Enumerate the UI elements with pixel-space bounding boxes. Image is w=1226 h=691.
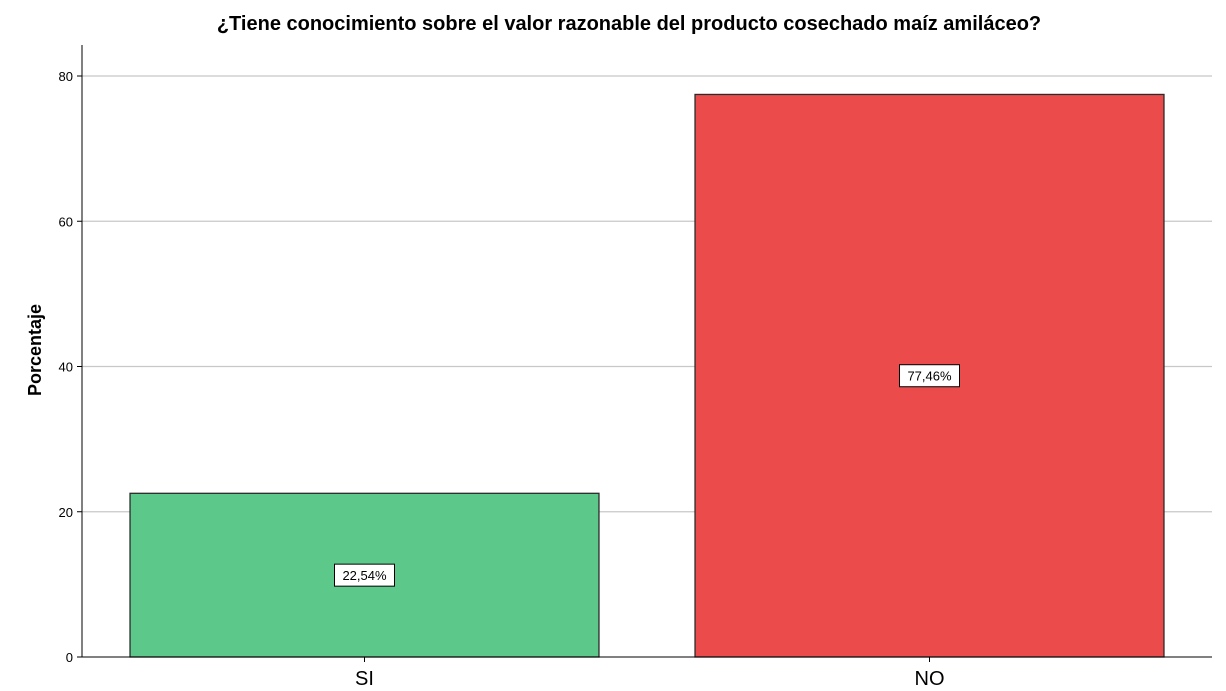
y-tick-label: 0 [66, 650, 73, 665]
y-axis-label: Porcentaje [25, 304, 45, 396]
bar-si [129, 492, 600, 658]
y-tick-label: 80 [59, 69, 73, 84]
data-label-text: 77,46% [907, 369, 952, 384]
data-label-text: 22,54% [342, 568, 387, 583]
x-tick-label-no: NO [915, 668, 945, 690]
data-label-no: 77,46% [899, 364, 960, 388]
x-tick-label-si: SI [355, 668, 374, 690]
y-axis-ticks: 0 20 40 60 80 [59, 69, 82, 665]
y-tick-label: 40 [59, 360, 73, 375]
data-label-si: 22,54% [334, 563, 395, 587]
chart-title: ¿Tiene conocimiento sobre el valor razon… [217, 13, 1041, 35]
y-tick-label: 20 [59, 505, 73, 520]
data-labels: 22,54% 77,46% [334, 364, 960, 587]
data-label-box [334, 563, 395, 587]
data-label-box [899, 364, 960, 388]
y-tick-label: 60 [59, 214, 73, 229]
x-axis-ticks: SI NO [355, 657, 945, 690]
bars [129, 93, 1165, 658]
